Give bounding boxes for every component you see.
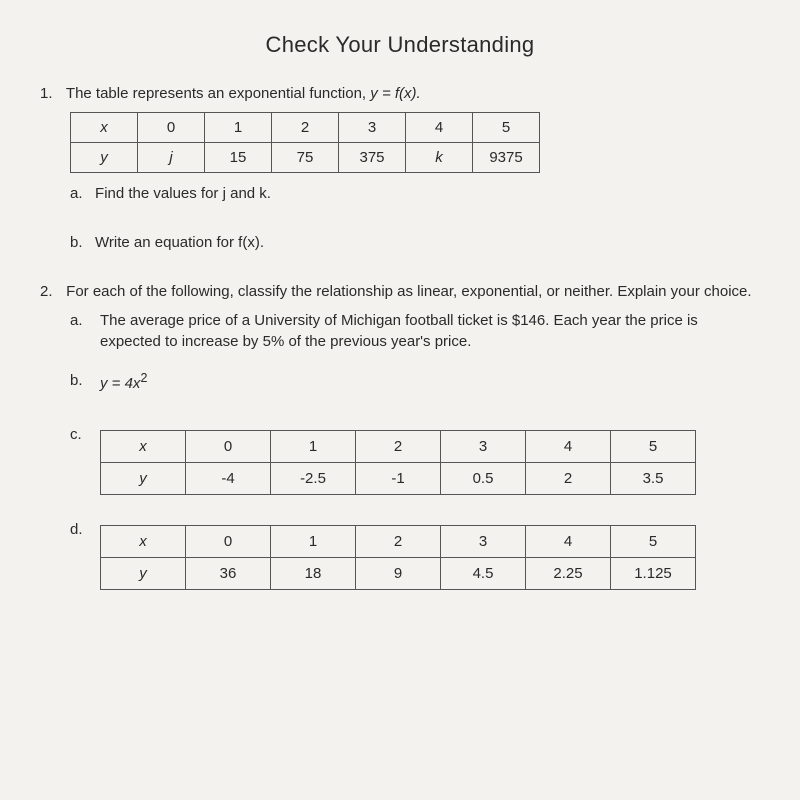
cell: 18 <box>271 557 356 589</box>
q2-text: For each of the following, classify the … <box>66 283 751 300</box>
q2d-label: d. <box>70 519 100 540</box>
cell: 1 <box>205 112 272 142</box>
question-2: 2. For each of the following, classify t… <box>40 281 760 596</box>
q1a-label: a. <box>70 185 83 202</box>
cell: 1 <box>271 430 356 462</box>
cell: 0.5 <box>441 462 526 494</box>
page-title: Check Your Understanding <box>40 30 760 61</box>
q2d-table: x 0 1 2 3 4 5 y 36 18 9 4.5 2.25 1.125 <box>100 525 696 590</box>
q1-equation: y = f(x). <box>370 85 420 102</box>
q2b-eq: y = 4x2 <box>100 370 760 394</box>
cell: 2 <box>356 525 441 557</box>
cell: y <box>101 462 186 494</box>
q1-number: 1. <box>40 83 62 104</box>
cell: 3 <box>441 525 526 557</box>
cell: 0 <box>138 112 205 142</box>
q1-prompt: 1. The table represents an exponential f… <box>40 83 760 104</box>
cell: 2 <box>272 112 339 142</box>
question-1: 1. The table represents an exponential f… <box>40 83 760 253</box>
cell: 5 <box>473 112 540 142</box>
cell: 4 <box>526 430 611 462</box>
cell: -4 <box>186 462 271 494</box>
table-row: y j 15 75 375 k 9375 <box>71 142 540 172</box>
table-row: x 0 1 2 3 4 5 <box>101 430 696 462</box>
q2b-label: b. <box>70 370 100 391</box>
cell: 375 <box>339 142 406 172</box>
q2a-text: The average price of a University of Mic… <box>100 310 760 352</box>
cell: 2 <box>526 462 611 494</box>
q2b-exponent: 2 <box>140 371 147 385</box>
q2c-table: x 0 1 2 3 4 5 y -4 -2.5 -1 0.5 2 3.5 <box>100 430 696 495</box>
cell: 0 <box>186 525 271 557</box>
cell: x <box>101 525 186 557</box>
cell: 0 <box>186 430 271 462</box>
cell: 4 <box>526 525 611 557</box>
cell: 15 <box>205 142 272 172</box>
q2-prompt: 2. For each of the following, classify t… <box>40 281 760 302</box>
cell: -2.5 <box>271 462 356 494</box>
q1a: a. Find the values for j and k. <box>70 183 760 204</box>
cell: 4.5 <box>441 557 526 589</box>
q1-text: The table represents an exponential func… <box>66 85 370 102</box>
cell: 3.5 <box>611 462 696 494</box>
cell: 5 <box>611 525 696 557</box>
q1b-label: b. <box>70 234 83 251</box>
cell: x <box>71 112 138 142</box>
cell: 9375 <box>473 142 540 172</box>
q1-table: x 0 1 2 3 4 5 y j 15 75 375 k 9375 <box>70 112 540 173</box>
cell: 1 <box>271 525 356 557</box>
cell: 3 <box>441 430 526 462</box>
cell: 2.25 <box>526 557 611 589</box>
q1b-text: Write an equation for f(x). <box>95 234 264 251</box>
cell: 75 <box>272 142 339 172</box>
q2b-equation: y = 4x <box>100 375 140 392</box>
cell: 36 <box>186 557 271 589</box>
table-row: y -4 -2.5 -1 0.5 2 3.5 <box>101 462 696 494</box>
q1b: b. Write an equation for f(x). <box>70 232 760 253</box>
table-row: x 0 1 2 3 4 5 <box>71 112 540 142</box>
table-row: x 0 1 2 3 4 5 <box>101 525 696 557</box>
cell: k <box>406 142 473 172</box>
cell: 9 <box>356 557 441 589</box>
cell: 4 <box>406 112 473 142</box>
cell: y <box>101 557 186 589</box>
q2-number: 2. <box>40 281 62 302</box>
cell: y <box>71 142 138 172</box>
q2a-label: a. <box>70 310 100 331</box>
q1a-text: Find the values for j and k. <box>95 185 271 202</box>
cell: 1.125 <box>611 557 696 589</box>
q2c-label: c. <box>70 424 100 445</box>
cell: 5 <box>611 430 696 462</box>
cell: x <box>101 430 186 462</box>
cell: -1 <box>356 462 441 494</box>
cell: 2 <box>356 430 441 462</box>
table-row: y 36 18 9 4.5 2.25 1.125 <box>101 557 696 589</box>
cell: 3 <box>339 112 406 142</box>
cell: j <box>138 142 205 172</box>
